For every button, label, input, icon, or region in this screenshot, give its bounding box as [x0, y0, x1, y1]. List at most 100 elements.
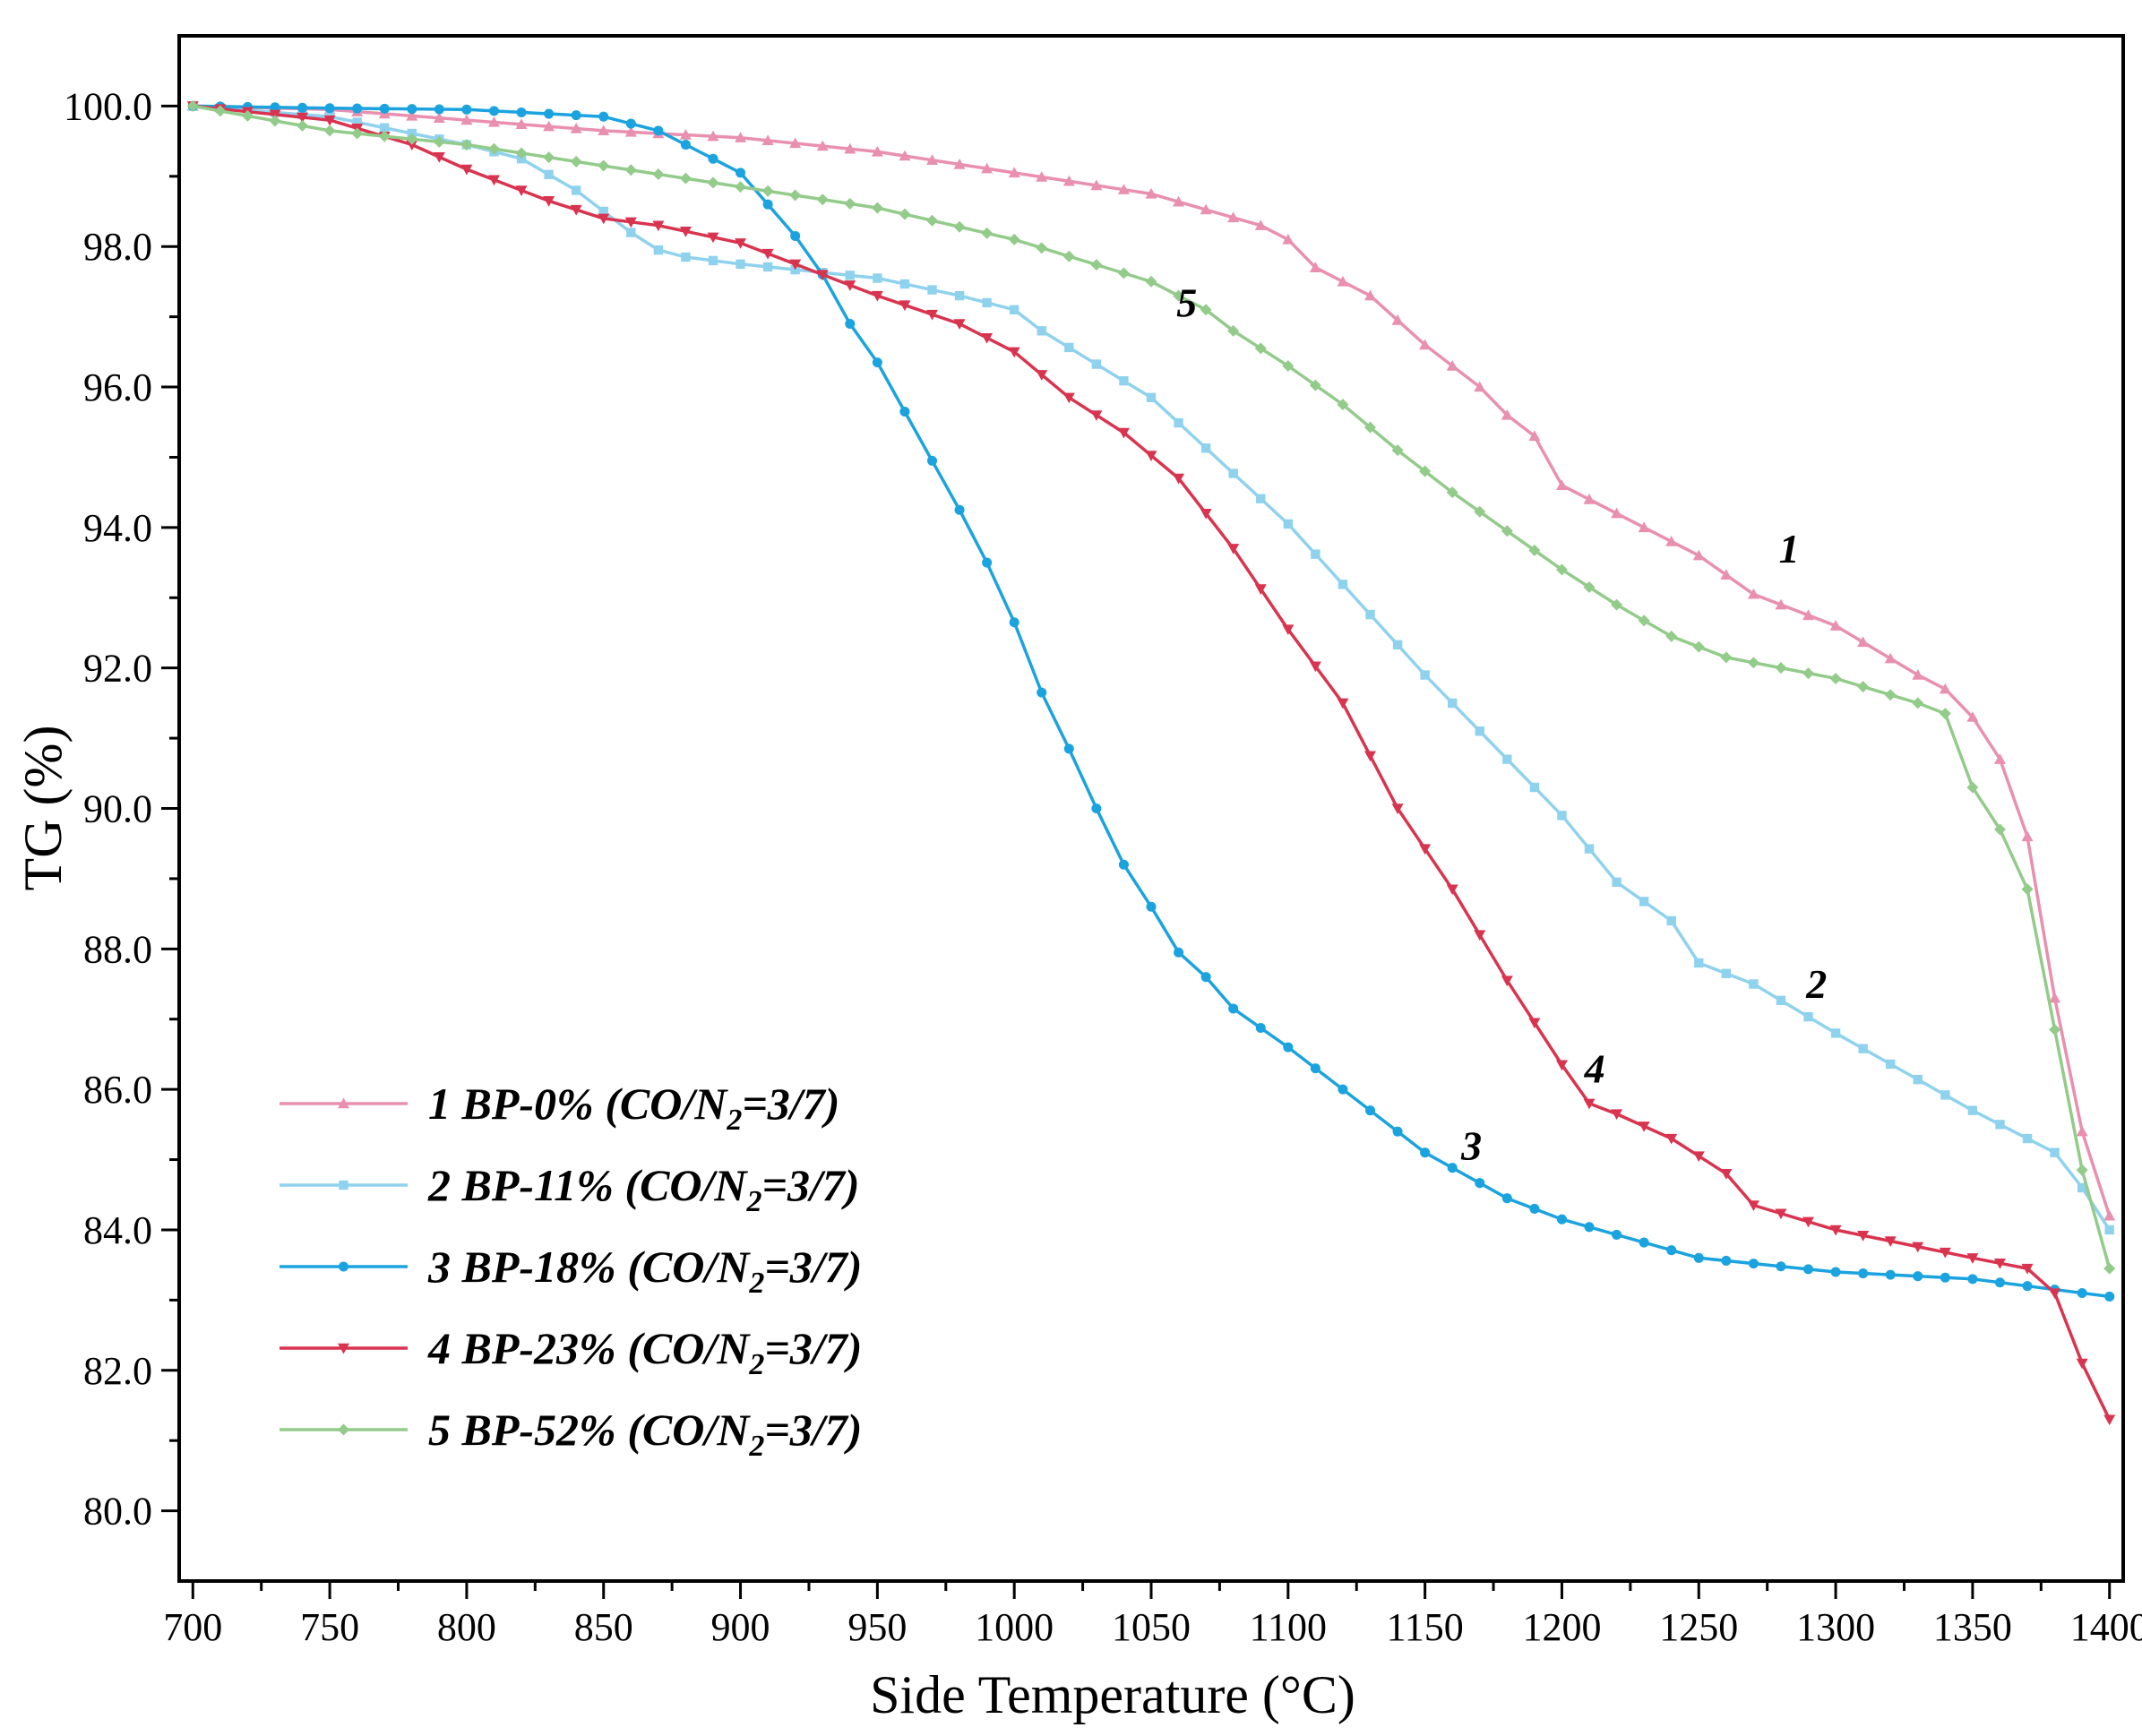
x-tick-label: 1150: [1386, 1605, 1463, 1649]
series-3-point: [1721, 1255, 1732, 1266]
series-3-point: [1037, 687, 1047, 698]
x-tick-label: 800: [437, 1605, 496, 1649]
series-5-point: [1638, 614, 1650, 627]
series-5-point: [844, 197, 856, 210]
series-1-point: [1008, 167, 1020, 178]
y-tick-label: 98.0: [83, 225, 152, 269]
series-2-point: [1365, 609, 1375, 620]
series-1-point: [871, 145, 883, 157]
series-2-point: [1913, 1074, 1923, 1085]
y-tick-label: 100.0: [64, 84, 152, 128]
series-4-point: [1939, 1247, 1951, 1259]
series-1-point: [1583, 494, 1596, 504]
series-1-point: [1391, 314, 1404, 325]
series-5-point: [1939, 708, 1951, 720]
series-3-point: [1228, 1003, 1239, 1014]
series-1-point: [1062, 175, 1075, 186]
series-3-point: [1063, 743, 1074, 754]
series-2: [188, 101, 2114, 1235]
series-5-point: [707, 176, 719, 189]
series-2-point: [1256, 494, 1266, 503]
series-3-point: [1475, 1178, 1485, 1189]
legend-item-2: 2 BP-11% (CO/N2=3/7): [280, 1160, 860, 1218]
series-5-point: [2103, 1262, 2116, 1275]
series-4-point: [1802, 1216, 1815, 1228]
x-tick-label: 900: [711, 1605, 770, 1649]
series-2-point: [899, 279, 910, 289]
series-1-point: [1474, 381, 1486, 392]
series-4-point: [1474, 930, 1486, 941]
series-4-point: [2103, 1414, 2116, 1426]
series-3-point: [1639, 1237, 1649, 1248]
series-4-point: [707, 232, 719, 244]
series-5-point: [1501, 525, 1513, 537]
series-1-point: [816, 140, 829, 151]
series-4-point: [1993, 1258, 2006, 1269]
series-1-point: [899, 150, 911, 161]
series-3-point: [762, 199, 773, 210]
series-2-line: [193, 104, 2112, 1231]
series-3-point: [708, 153, 718, 164]
series-4-point: [1036, 370, 1048, 381]
series-2-point: [1776, 995, 1786, 1006]
legend-marker: [338, 1423, 349, 1436]
series-4-point: [1912, 1242, 1924, 1253]
y-axis-title: TG (%): [13, 726, 73, 891]
series-3-point: [1556, 1214, 1567, 1225]
series-3-point: [899, 406, 910, 417]
series-1-point: [1993, 753, 2006, 764]
legend-marker: [338, 1343, 349, 1354]
series-1-point: [2049, 992, 2061, 1003]
series-5-point: [186, 99, 199, 112]
legend-label: 1 BP-0% (CO/N2=3/7): [428, 1079, 839, 1137]
series-3-point: [1940, 1272, 1950, 1283]
series-5-point: [378, 130, 391, 142]
series-2-point: [1064, 342, 1074, 353]
series-3-point: [1666, 1245, 1677, 1256]
series-2-point: [1830, 1028, 1841, 1038]
series-5-point: [735, 181, 747, 193]
series-4-point: [1337, 698, 1349, 709]
series-1-point: [1173, 195, 1185, 207]
series-1-point: [1912, 669, 1924, 680]
series-1-point: [487, 116, 500, 127]
series-3-point: [1501, 1193, 1512, 1204]
series-1-point: [1337, 275, 1349, 287]
series-5-point: [1611, 598, 1623, 611]
series-1-point: [981, 162, 994, 174]
series-4-point: [624, 217, 637, 228]
series-3-point: [1420, 1147, 1431, 1158]
series-2-point: [1174, 417, 1183, 428]
series-4-point: [1254, 584, 1267, 595]
series-3-point: [2077, 1287, 2087, 1299]
series-5-point: [570, 155, 582, 168]
series-1-line: [193, 104, 2112, 1216]
series-1-point: [1227, 211, 1240, 223]
x-tick-label: 750: [300, 1605, 359, 1649]
series-5-point: [1391, 444, 1404, 457]
series-4-point: [816, 270, 829, 281]
series-1-point: [1446, 360, 1458, 371]
series-5-point: [679, 172, 692, 185]
series-4-point: [460, 164, 473, 176]
series-2-point: [598, 206, 608, 217]
series-3-point: [516, 107, 527, 117]
series-2-point: [1037, 326, 1046, 336]
series-1-point: [1829, 620, 1842, 631]
series-4-point: [1282, 624, 1295, 636]
series-3-point: [1584, 1222, 1595, 1233]
series-2-point: [927, 285, 937, 295]
series-2-point: [1995, 1120, 2005, 1130]
x-tick-label: 1200: [1522, 1605, 1601, 1649]
series-3-point: [461, 104, 472, 115]
series-5-point: [323, 125, 336, 137]
series-5-point: [515, 147, 528, 159]
series-3-point: [1338, 1084, 1348, 1095]
series-3-point: [1146, 901, 1157, 912]
series-4-point: [679, 227, 692, 237]
series-5-point: [1364, 421, 1377, 434]
series-2-point: [1940, 1090, 1950, 1100]
series-1-point: [460, 114, 473, 125]
legend-item-3: 3 BP-18% (CO/N2=3/7): [280, 1242, 862, 1300]
series-4-point: [981, 332, 994, 344]
